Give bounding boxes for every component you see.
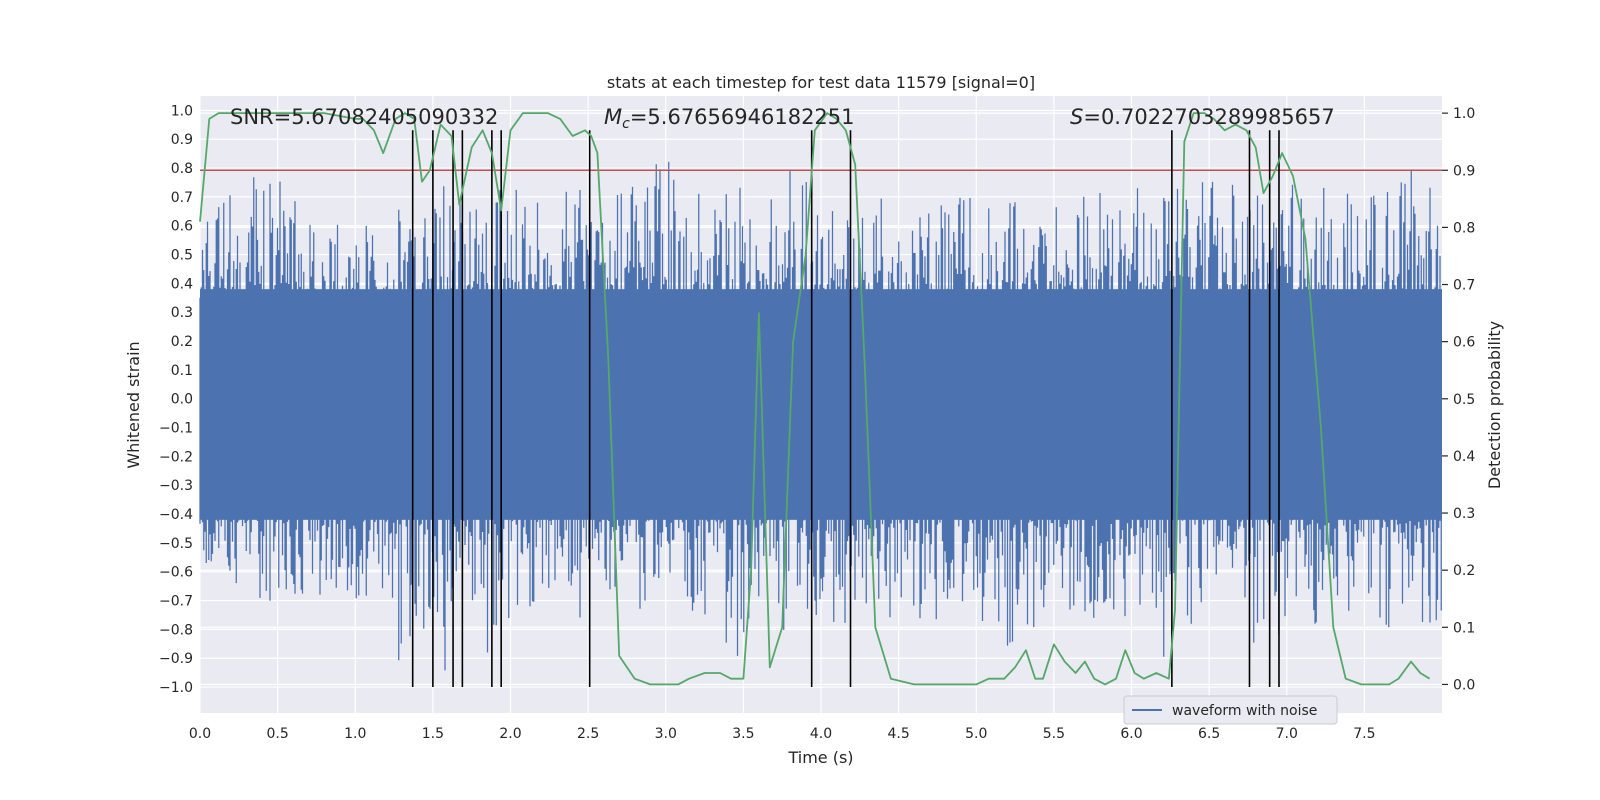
x-tick-14: 7.0 (1276, 726, 1298, 742)
x-tick-3: 1.5 (422, 726, 444, 742)
y-left-tick-6: 0.4 (171, 276, 193, 292)
y-right-tick-6: 0.4 (1453, 449, 1475, 465)
y-left-tick-12: −0.2 (159, 449, 193, 465)
y-left-tick-1: 0.9 (171, 132, 193, 148)
y-left-tick-2: 0.8 (171, 161, 193, 177)
y-left-tick-10: 0.0 (171, 392, 193, 408)
y-left-tick-labels: 1.0 0.9 0.8 0.7 0.6 0.5 0.4 0.3 0.2 0.1 0.0 −0.1 −0.… (159, 103, 193, 696)
y-right-tick-labels: 1.0 0.9 0.8 0.7 0.6 0.5 0.4 0.3 0.2 0.1 0.0 (1442, 106, 1475, 693)
x-tick-1: 0.5 (266, 726, 288, 742)
mc-symbol: M (604, 105, 622, 129)
snr-annotation: SNR=5.67082405090332 (230, 105, 498, 129)
y-left-tick-0: 1.0 (171, 103, 193, 119)
y-right-tick-3: 0.7 (1453, 278, 1475, 294)
x-tick-12: 6.0 (1120, 726, 1142, 742)
x-tick-2: 1.0 (344, 726, 366, 742)
x-tick-0: 0.0 (189, 726, 211, 742)
legend: waveform with noise (1123, 695, 1338, 725)
y-right-tick-5: 0.5 (1453, 392, 1475, 408)
x-tick-10: 5.0 (965, 726, 987, 742)
y-left-tick-19: −0.9 (159, 651, 193, 667)
y-left-tick-4: 0.6 (171, 219, 193, 235)
probability-series (199, 112, 1431, 686)
y-left-tick-11: −0.1 (159, 421, 193, 437)
x-tick-11: 5.5 (1043, 726, 1065, 742)
mc-subscript: c (622, 116, 630, 132)
mc-value: =5.67656946182251 (630, 105, 855, 129)
x-tick-labels: 0.0 0.5 1.0 1.5 2.0 2.5 3.0 3.5 4.0 4.5 5.0 5.5 6.0 6… (189, 726, 1376, 742)
y-right-tick-7: 0.3 (1453, 506, 1475, 522)
y-left-tick-8: 0.2 (171, 334, 193, 350)
probability-line (199, 112, 1431, 686)
y-left-tick-7: 0.3 (171, 305, 193, 321)
x-tick-4: 2.0 (499, 726, 521, 742)
y-left-tick-18: −0.8 (159, 622, 193, 638)
y-left-tick-17: −0.7 (159, 594, 193, 610)
x-tick-8: 4.0 (810, 726, 832, 742)
s-value: =0.7022703289985657 (1083, 105, 1334, 129)
y-left-tick-20: −1.0 (159, 680, 193, 696)
legend-box (1123, 695, 1338, 725)
chart-title: stats at each timestep for test data 115… (607, 73, 1035, 92)
s-symbol: S (1070, 105, 1083, 129)
y-left-tick-5: 0.5 (171, 248, 193, 264)
y-right-tick-2: 0.8 (1453, 220, 1475, 236)
y-left-tick-9: 0.1 (171, 363, 193, 379)
x-tick-6: 3.0 (655, 726, 677, 742)
x-tick-9: 4.5 (887, 726, 909, 742)
y-left-tick-16: −0.6 (159, 565, 193, 581)
y-left-axis-label: Whitened strain (124, 341, 143, 468)
y-right-tick-8: 0.2 (1453, 563, 1475, 579)
y-right-tick-4: 0.6 (1453, 335, 1475, 351)
waveform-series (199, 161, 1442, 671)
x-tick-13: 6.5 (1198, 726, 1220, 742)
legend-label: waveform with noise (1172, 703, 1317, 719)
y-left-tick-15: −0.5 (159, 536, 193, 552)
x-axis-label: Time (s) (787, 748, 853, 767)
x-tick-7: 3.5 (732, 726, 754, 742)
y-right-tick-9: 0.1 (1453, 620, 1475, 636)
y-right-tick-1: 0.9 (1453, 163, 1475, 179)
y-right-tick-0: 1.0 (1453, 106, 1475, 122)
vertical-lines (411, 130, 1280, 688)
x-tick-15: 7.5 (1353, 726, 1375, 742)
y-left-tick-13: −0.3 (159, 478, 193, 494)
x-tick-5: 2.5 (577, 726, 599, 742)
y-left-tick-14: −0.4 (159, 507, 193, 523)
y-left-tick-3: 0.7 (171, 190, 193, 206)
y-right-axis-label: Detection probability (1485, 321, 1504, 489)
waveform-line (199, 161, 1442, 671)
y-right-tick-10: 0.0 (1453, 677, 1475, 693)
mc-annotation: Mc=5.67656946182251 (604, 105, 855, 132)
s-annotation: S=0.7022703289985657 (1070, 105, 1335, 129)
